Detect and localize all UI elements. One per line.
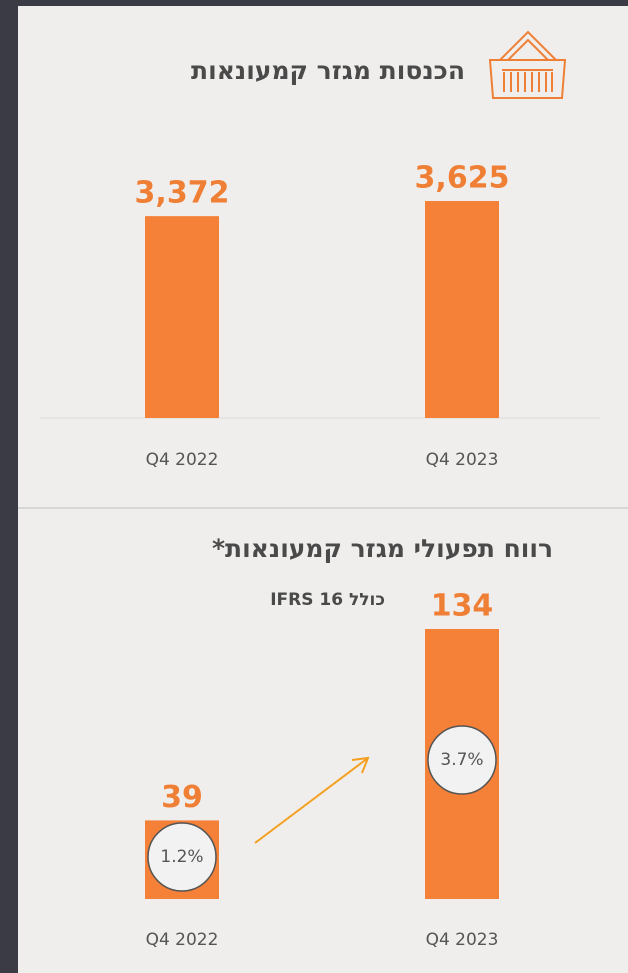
backdrop (18, 6, 628, 973)
margin-label: 3.7% (440, 750, 483, 770)
x-tick-label: Q4 2022 (146, 450, 219, 470)
panel (18, 6, 628, 973)
value-label: 39 (161, 780, 203, 815)
bar (425, 201, 499, 418)
growth-arrow (254, 756, 370, 844)
x-tick-label: Q4 2023 (426, 450, 499, 470)
value-label: 3,625 (415, 161, 510, 196)
chart-title: רווח תפעולי מגזר קמעונאות* (212, 534, 553, 563)
value-label: 3,372 (135, 176, 230, 211)
bar (145, 216, 219, 418)
basket-icon (488, 30, 567, 99)
x-tick-label: Q4 2023 (426, 930, 499, 950)
x-tick-label: Q4 2022 (146, 930, 219, 950)
margin-label: 1.2% (160, 847, 203, 867)
margin-circle (427, 725, 497, 795)
value-label: 134 (431, 589, 494, 624)
chart-title: הכנסות מגזר קמעונאות (191, 56, 465, 85)
margin-circle (147, 822, 217, 892)
chart-subtitle: כולל IFRS 16 (270, 590, 385, 610)
